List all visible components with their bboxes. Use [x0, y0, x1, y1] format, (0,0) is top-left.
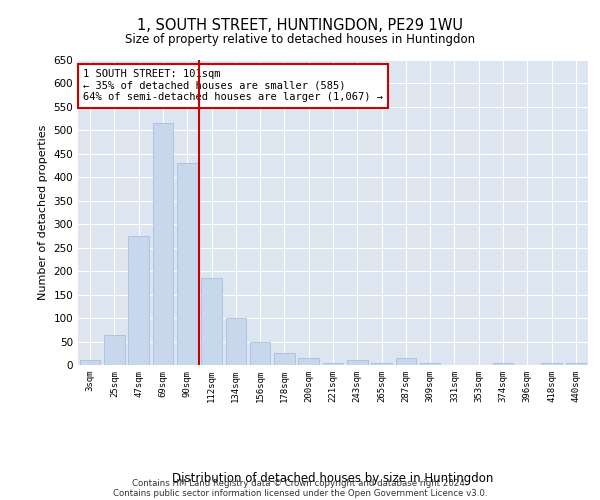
Bar: [250, 342, 271, 365]
Bar: [201, 278, 222, 365]
Bar: [104, 334, 125, 365]
Bar: [152, 124, 173, 365]
Bar: [274, 354, 295, 365]
Bar: [177, 163, 197, 365]
Text: Size of property relative to detached houses in Huntingdon: Size of property relative to detached ho…: [125, 32, 475, 46]
Bar: [298, 358, 319, 365]
Y-axis label: Number of detached properties: Number of detached properties: [38, 125, 48, 300]
Bar: [420, 362, 440, 365]
Text: Contains public sector information licensed under the Open Government Licence v3: Contains public sector information licen…: [113, 488, 487, 498]
Bar: [395, 358, 416, 365]
Bar: [347, 360, 368, 365]
Text: 1, SOUTH STREET, HUNTINGDON, PE29 1WU: 1, SOUTH STREET, HUNTINGDON, PE29 1WU: [137, 18, 463, 32]
Bar: [371, 362, 392, 365]
Bar: [566, 362, 586, 365]
Bar: [323, 362, 343, 365]
Bar: [226, 318, 246, 365]
Bar: [493, 362, 514, 365]
Bar: [80, 360, 100, 365]
Bar: [128, 236, 149, 365]
X-axis label: Distribution of detached houses by size in Huntingdon: Distribution of detached houses by size …: [172, 472, 494, 484]
Text: Contains HM Land Registry data © Crown copyright and database right 2024.: Contains HM Land Registry data © Crown c…: [132, 478, 468, 488]
Bar: [541, 362, 562, 365]
Text: 1 SOUTH STREET: 101sqm
← 35% of detached houses are smaller (585)
64% of semi-de: 1 SOUTH STREET: 101sqm ← 35% of detached…: [83, 69, 383, 102]
